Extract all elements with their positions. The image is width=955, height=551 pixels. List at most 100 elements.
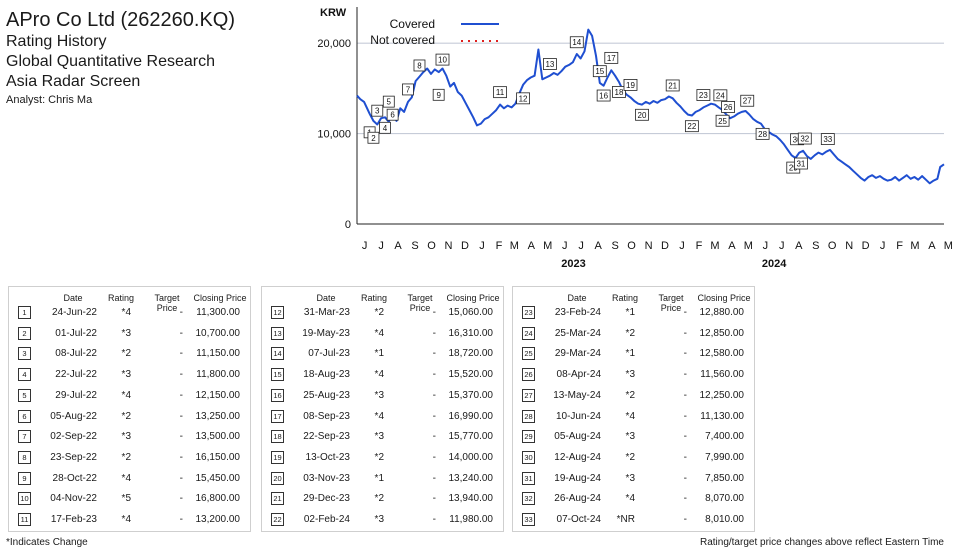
- row-target-price: -: [179, 348, 183, 360]
- row-target-price: -: [179, 451, 183, 463]
- row-closing-price: 15,450.00: [195, 472, 241, 484]
- rating-marker-16: [596, 89, 611, 102]
- report-header: APro Co Ltd (262260.KQ) Rating History G…: [6, 8, 235, 108]
- price-line-covered: [356, 28, 945, 185]
- table-row: 30 12-Aug-24 *2 - 7,990.00: [513, 448, 754, 469]
- row-date: 31-Mar-23: [303, 307, 350, 318]
- row-target-price: -: [179, 472, 183, 484]
- table-row: 5 29-Jul-22 *4 -12,150.00: [9, 386, 250, 407]
- row-marker-number: 1: [18, 306, 31, 319]
- table-row: 28 10-Jun-24 *4 - 11,130.00: [513, 407, 754, 428]
- y-tick-label: 10,000: [317, 129, 351, 141]
- rating-marker-12: [516, 92, 530, 105]
- row-target-price: -: [179, 431, 183, 443]
- row-marker-number: 5: [18, 388, 31, 402]
- x-month-label: O: [828, 240, 837, 252]
- row-closing-price: 7,400.00: [705, 431, 744, 443]
- row-marker-number: 19: [271, 450, 284, 464]
- table-header-date: Date: [63, 293, 83, 303]
- table-header-date: Date: [567, 293, 587, 303]
- row-date: 07-Oct-24: [556, 514, 601, 525]
- row-target-price: -: [432, 472, 436, 484]
- rating-marker-label: 5: [387, 98, 392, 107]
- rating-marker-21: [665, 79, 680, 92]
- footnote-eastern-time: Rating/target price changes above reflec…: [699, 537, 944, 548]
- row-rating: *3: [374, 514, 384, 525]
- rating-table-1: Date Rating Target Price Closing Price 1 24-J…: [8, 286, 251, 532]
- row-marker-number: 18: [271, 430, 284, 444]
- table-header-rating: Rating: [107, 293, 134, 303]
- footnote-indicates-change: *Indicates Change: [6, 537, 88, 548]
- row-marker-number: 14: [271, 347, 284, 361]
- y-tick-label: 0: [345, 219, 351, 231]
- row-date: 22-Jul-22: [55, 369, 97, 381]
- row-target-price: -: [432, 327, 436, 339]
- rating-marker-label: 4: [383, 124, 388, 133]
- rating-marker-label: 20: [638, 111, 647, 120]
- row-date: 08-Apr-24: [556, 369, 601, 381]
- rating-marker-5: [382, 95, 395, 108]
- rating-table-2: Date Rating Target Price Closing Price 12 31-…: [261, 286, 504, 532]
- row-rating: *2: [625, 327, 635, 339]
- rating-marker-label: 13: [545, 60, 554, 69]
- row-marker-number: 24: [522, 326, 535, 340]
- x-month-label: N: [445, 240, 453, 252]
- row-rating: *3: [625, 472, 635, 484]
- x-month-label: D: [661, 240, 669, 252]
- row-closing-price: 11,150.00: [196, 348, 240, 360]
- table-row: 32 26-Aug-24 *4 - 8,070.00: [513, 489, 754, 510]
- table-row: 27 13-May-24 *2 -12,250.00: [513, 386, 754, 407]
- row-rating: *3: [121, 327, 131, 339]
- row-closing-price: 12,880.00: [699, 307, 745, 318]
- x-month-label: J: [779, 240, 785, 252]
- rating-marker-13: [543, 58, 557, 70]
- table-header-rating: Rating: [611, 293, 638, 303]
- table-header-target-price: Target Price: [658, 293, 684, 313]
- row-target-price: -: [683, 493, 687, 505]
- row-rating: *3: [121, 369, 131, 381]
- rating-marker-17: [604, 51, 619, 64]
- analyst-name: Analyst: Chris Ma: [6, 94, 93, 106]
- x-month-label: O: [627, 240, 636, 252]
- header-line-research-group: Global Quantitative Research: [6, 53, 215, 70]
- row-marker-number: 12: [271, 306, 284, 319]
- row-rating: *3: [374, 389, 384, 401]
- row-marker-number: 30: [522, 450, 535, 464]
- table-row: 15 18-Aug-23 *4 -15,520.00: [262, 365, 503, 386]
- row-marker-number: 20: [271, 471, 284, 485]
- x-month-label: M: [944, 240, 953, 252]
- row-closing-price: 8,010.00: [705, 514, 744, 525]
- row-rating: *4: [374, 410, 384, 422]
- row-marker-number: 11: [18, 513, 31, 526]
- row-rating: *2: [625, 451, 635, 463]
- x-month-label: N: [645, 240, 653, 252]
- row-closing-price: 12,850.00: [699, 327, 745, 339]
- rating-marker-10: [435, 53, 450, 66]
- rating-marker-label: 26: [724, 103, 733, 112]
- row-rating: *4: [625, 410, 635, 422]
- row-target-price: -: [179, 389, 183, 401]
- row-target-price: -: [179, 514, 183, 525]
- rating-marker-28: [755, 127, 770, 140]
- rating-marker-4: [379, 121, 391, 134]
- table-row: 31 19-Aug-24 *3 - 7,850.00: [513, 469, 754, 490]
- row-closing-price: 13,200.00: [195, 514, 241, 525]
- row-target-price: -: [683, 514, 687, 525]
- x-year-label: 2024: [762, 258, 787, 270]
- x-month-label: A: [728, 240, 736, 252]
- row-closing-price: 10,700.00: [195, 327, 241, 339]
- table-row: 24 25-Mar-24 *2 -12,850.00: [513, 324, 754, 345]
- rating-marker-11: [493, 86, 507, 99]
- row-rating: *2: [121, 348, 131, 360]
- row-closing-price: 13,240.00: [448, 472, 494, 484]
- row-target-price: -: [179, 327, 183, 339]
- table-row: 23 23-Feb-24 *1 - 12,880.00: [513, 303, 754, 324]
- table-row: 4 22-Jul-22 *3 - 11,800.00: [9, 365, 250, 386]
- rating-marker-23: [696, 89, 711, 101]
- x-month-label: S: [611, 240, 618, 252]
- rating-marker-label: 27: [743, 97, 752, 106]
- rating-marker-label: 6: [390, 111, 395, 120]
- table-row: 33 07-Oct-24 *NR - 8,010.00: [513, 510, 754, 531]
- rating-marker-15: [592, 65, 607, 78]
- row-date: 13-Oct-23: [305, 451, 350, 463]
